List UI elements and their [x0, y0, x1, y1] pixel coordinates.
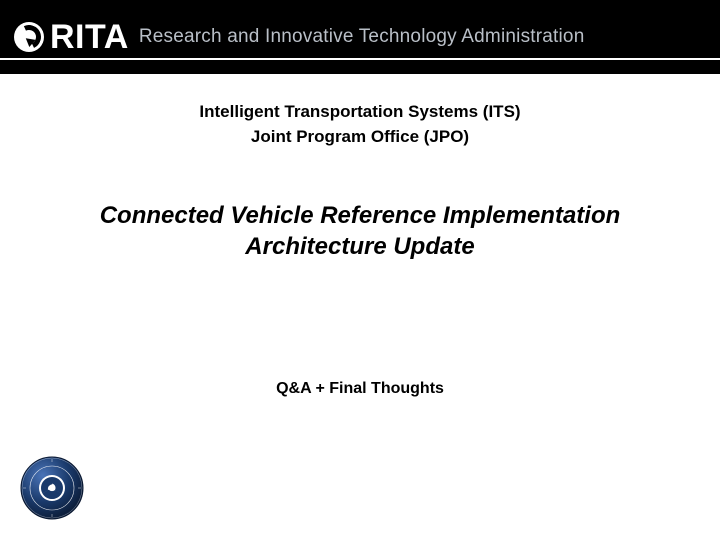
main-title-line-1: Connected Vehicle Reference Implementati…: [0, 200, 720, 231]
main-title-block: Connected Vehicle Reference Implementati…: [0, 200, 720, 262]
header-tagline: Research and Innovative Technology Admin…: [139, 26, 585, 48]
rita-logo-text: RITA: [50, 20, 129, 54]
section-label: Q&A + Final Thoughts: [0, 380, 720, 398]
rita-logo: RITA: [14, 20, 129, 54]
header-underline: [0, 58, 720, 60]
subtitle-line-2: Joint Program Office (JPO): [0, 125, 720, 150]
slide: RITA Research and Innovative Technology …: [0, 0, 720, 540]
header-bar: RITA Research and Innovative Technology …: [0, 0, 720, 74]
subtitle-block: Intelligent Transportation Systems (ITS)…: [0, 100, 720, 149]
main-title-line-2: Architecture Update: [0, 231, 720, 262]
rita-mark-icon: [14, 22, 44, 52]
subtitle-line-1: Intelligent Transportation Systems (ITS): [0, 100, 720, 125]
dot-seal-icon: [20, 456, 84, 520]
